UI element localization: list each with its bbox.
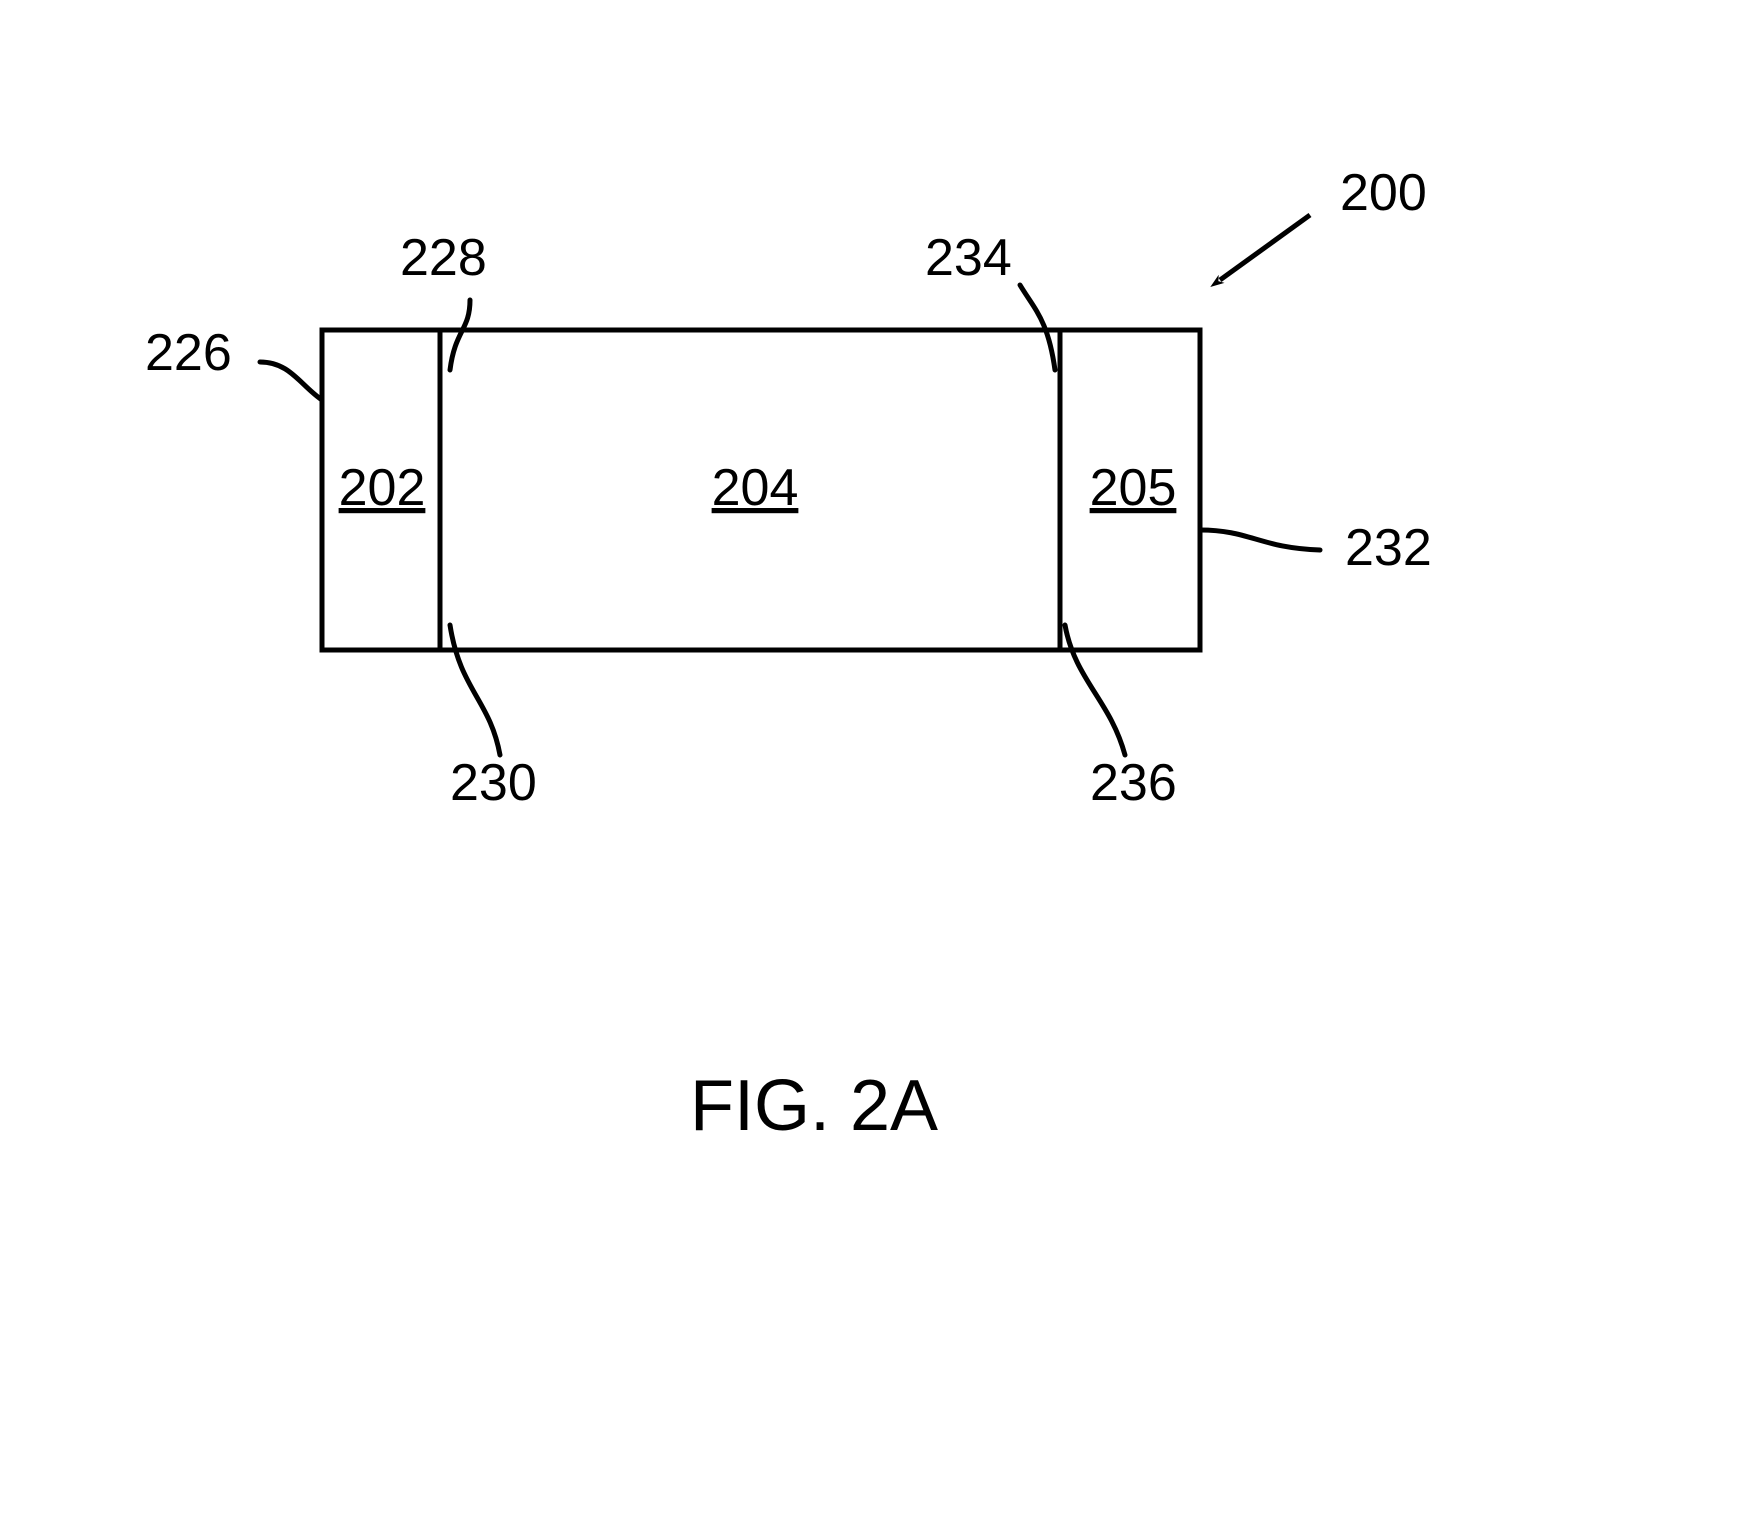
section-label-202: 202	[339, 459, 426, 517]
figure-caption: FIG. 2A	[690, 1066, 938, 1146]
callout-236: 236	[1090, 754, 1177, 812]
leader-236	[1065, 625, 1125, 755]
leader-228	[450, 300, 470, 370]
callout-200: 200	[1340, 164, 1427, 222]
callout-230: 230	[450, 754, 537, 812]
patent-figure-2a: 202 204 205 200 226 228 230 232 234 236 …	[0, 0, 1762, 1529]
leader-226	[260, 362, 322, 400]
leader-232	[1200, 530, 1320, 550]
section-label-205: 205	[1090, 459, 1177, 517]
callout-234: 234	[925, 229, 1012, 287]
leader-230	[450, 625, 500, 755]
callout-226: 226	[145, 324, 232, 382]
leader-200-arrow	[1220, 215, 1310, 280]
callout-228: 228	[400, 229, 487, 287]
callout-232: 232	[1345, 519, 1432, 577]
section-label-204: 204	[712, 459, 799, 517]
